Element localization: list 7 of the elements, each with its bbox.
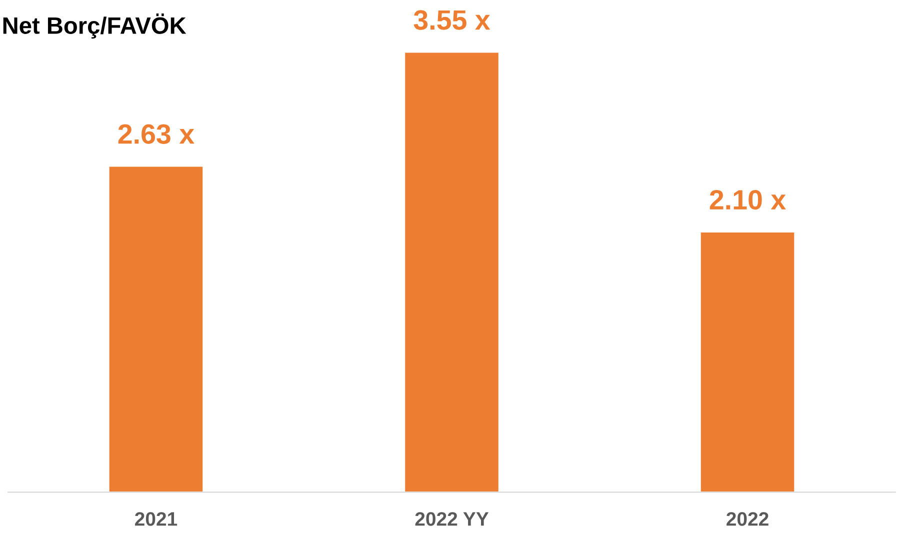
x-tick-label: 2022 [726,512,768,526]
x-tick-label: 2022 YY [415,512,489,526]
x-tick-label: 2021 [135,512,178,526]
data-label: 2.10 x [710,190,786,210]
chart-title: Net Borç/FAVÖK [3,14,186,39]
data-label: 2.63 x [118,124,194,144]
data-label: 3.55 x [414,10,490,30]
